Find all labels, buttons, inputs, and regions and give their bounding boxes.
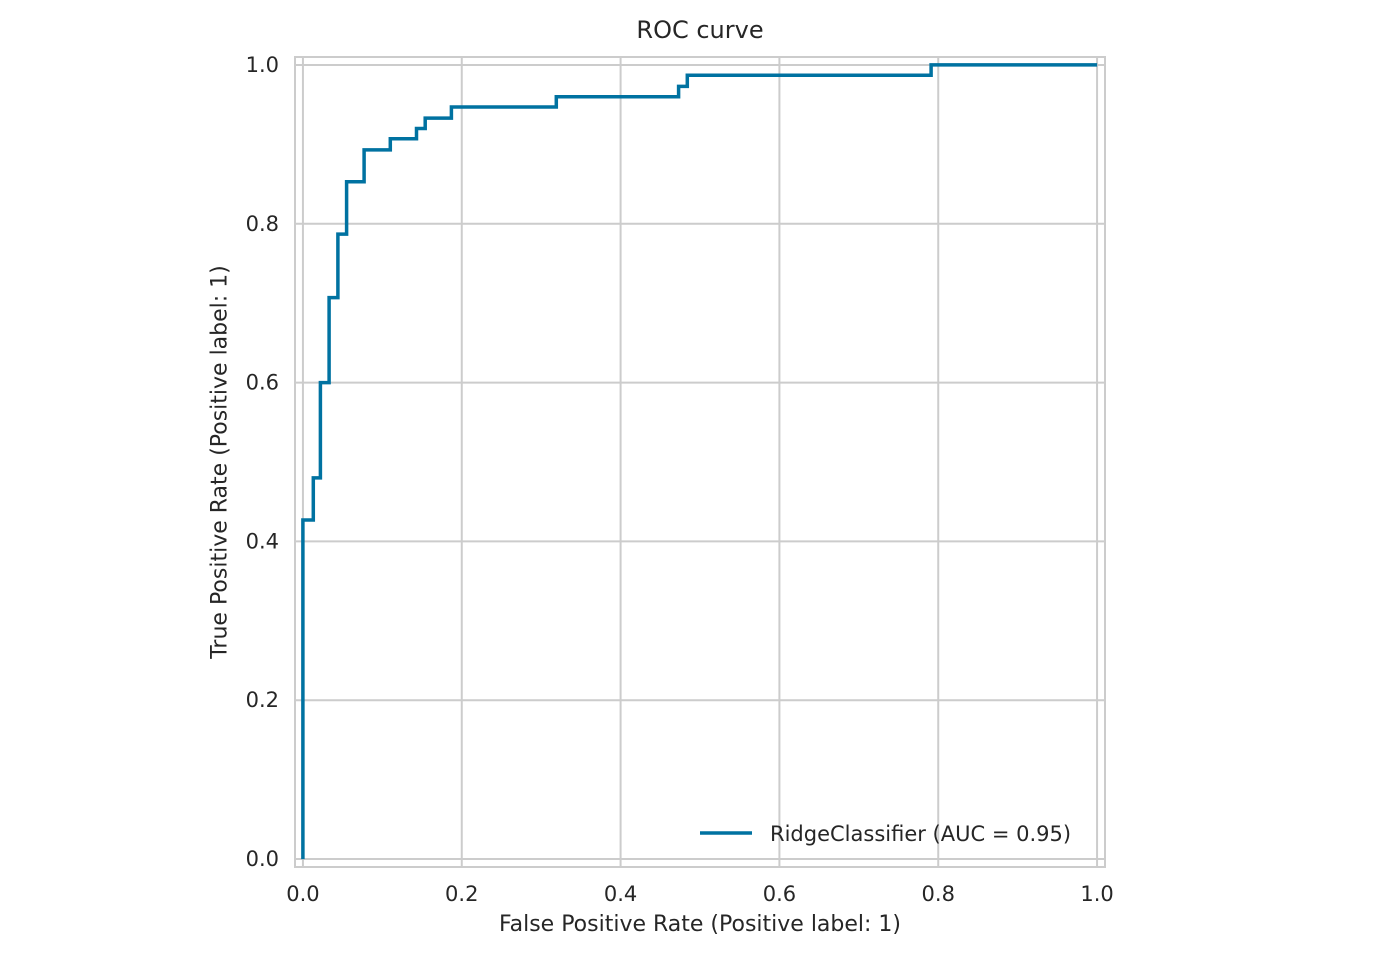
tick-labels: 0.0 0.2 0.4 0.6 0.8 1.0 0.0 0.2 0.4 0.6 0.8 1.0 bbox=[246, 53, 1114, 906]
series-layer bbox=[301, 63, 1098, 860]
x-tick-label: 0.0 bbox=[286, 882, 319, 906]
y-tick-label: 0.2 bbox=[246, 688, 279, 712]
x-axis-label: False Positive Rate (Positive label: 1) bbox=[498, 912, 902, 937]
roc-curve-line bbox=[301, 63, 1098, 860]
y-tick-label: 1.0 bbox=[246, 53, 279, 77]
y-tick-label: 0.6 bbox=[246, 371, 279, 395]
y-tick-label: 0.0 bbox=[246, 847, 279, 871]
y-tick-label: 0.4 bbox=[246, 529, 279, 553]
x-tick-label: 1.0 bbox=[1080, 882, 1113, 906]
x-tick-label: 0.4 bbox=[604, 882, 637, 906]
y-axis-label: True Positive Rate (Positive label: 1) bbox=[207, 265, 233, 659]
x-tick-label: 0.2 bbox=[445, 882, 478, 906]
legend: RidgeClassifier (AUC = 0.95) bbox=[700, 822, 1071, 846]
grid bbox=[295, 57, 1105, 867]
x-tick-label: 0.6 bbox=[763, 882, 796, 906]
y-tick-label: 0.8 bbox=[246, 212, 279, 236]
x-tick-label: 0.8 bbox=[922, 882, 955, 906]
legend-label: RidgeClassifier (AUC = 0.95) bbox=[770, 822, 1071, 846]
chart-title: ROC curve bbox=[636, 16, 764, 44]
plot-frame bbox=[294, 56, 1106, 868]
